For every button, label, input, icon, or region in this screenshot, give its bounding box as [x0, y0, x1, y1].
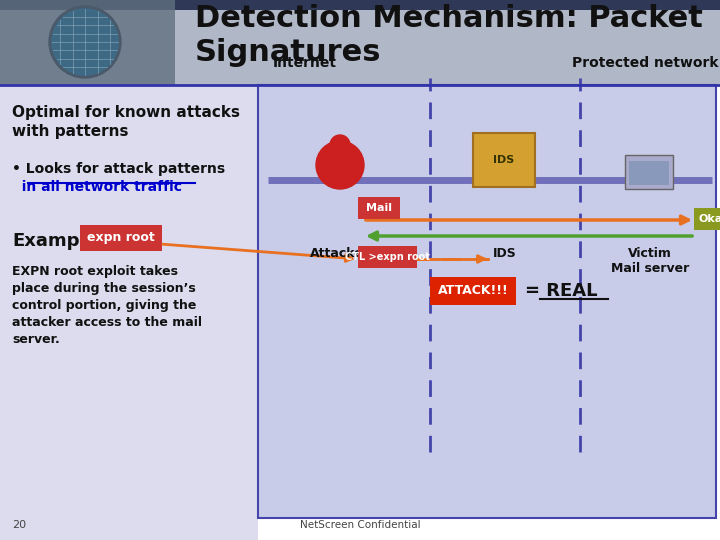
Text: 20: 20	[12, 520, 26, 530]
FancyBboxPatch shape	[258, 85, 716, 518]
FancyBboxPatch shape	[358, 246, 417, 268]
Text: CTL >expn root: CTL >expn root	[345, 252, 429, 262]
Text: IDS: IDS	[493, 247, 517, 260]
Text: = REAL: = REAL	[525, 282, 598, 300]
Circle shape	[330, 135, 350, 155]
Text: Protected network: Protected network	[572, 56, 719, 70]
FancyBboxPatch shape	[0, 0, 720, 10]
Text: in all network traffic: in all network traffic	[12, 180, 182, 194]
FancyBboxPatch shape	[473, 133, 535, 187]
Text: expn root: expn root	[87, 232, 155, 245]
Circle shape	[316, 141, 364, 189]
Text: Okay: Okay	[698, 214, 720, 224]
Text: Optimal for known attacks
with patterns: Optimal for known attacks with patterns	[12, 105, 240, 139]
Text: Internet: Internet	[273, 56, 337, 70]
Text: IDS: IDS	[493, 155, 515, 165]
FancyBboxPatch shape	[625, 155, 673, 189]
FancyBboxPatch shape	[0, 0, 720, 85]
Circle shape	[49, 6, 121, 78]
FancyBboxPatch shape	[629, 161, 669, 185]
Circle shape	[52, 9, 118, 75]
Text: EXPN root exploit takes
place during the session’s
control portion, giving the
a: EXPN root exploit takes place during the…	[12, 265, 202, 346]
Text: Victim
Mail server: Victim Mail server	[611, 247, 689, 275]
Text: Mail: Mail	[366, 203, 392, 213]
FancyBboxPatch shape	[430, 277, 516, 305]
Text: Example:: Example:	[12, 232, 105, 250]
Text: • Looks for attack patterns: • Looks for attack patterns	[12, 162, 225, 176]
Text: NetScreen Confidential: NetScreen Confidential	[300, 520, 420, 530]
FancyBboxPatch shape	[694, 208, 720, 230]
Text: Detection Mechanism: Packet
Signatures: Detection Mechanism: Packet Signatures	[195, 4, 703, 66]
Text: Attacker: Attacker	[310, 247, 370, 260]
FancyBboxPatch shape	[80, 225, 162, 251]
FancyBboxPatch shape	[0, 0, 175, 85]
Text: ATTACK!!!: ATTACK!!!	[438, 285, 508, 298]
FancyBboxPatch shape	[358, 197, 400, 219]
FancyBboxPatch shape	[0, 85, 258, 540]
